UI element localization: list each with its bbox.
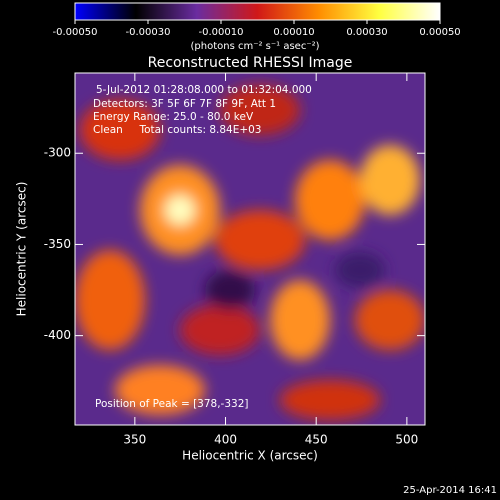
chart-title: Reconstructed RHESSI Image <box>148 55 353 71</box>
x-tick-label: 350 <box>123 433 146 447</box>
colorbar <box>74 2 441 21</box>
annotation: Clean Total counts: 8.84E+03 <box>93 124 262 136</box>
x-tick-label: 450 <box>305 433 328 447</box>
image <box>75 73 425 425</box>
annotation: 5-Jul-2012 01:28:08.000 to 01:32:04.000 <box>96 84 312 96</box>
annotation: Energy Range: 25.0 - 80.0 keV <box>93 111 254 123</box>
colorbar-tick-label: -0.00030 <box>126 27 171 38</box>
y-tick-label: -400 <box>44 328 71 342</box>
annotation: Detectors: 3F 5F 6F 7F 8F 9F, Att 1 <box>93 98 276 110</box>
colorbar-label: (photons cm⁻² s⁻¹ asec⁻²) <box>190 41 319 52</box>
x-axis-label: Heliocentric X (arcsec) <box>182 449 318 463</box>
colorbar-tick-label: -0.00010 <box>199 27 244 38</box>
y-axis-label: Heliocentric Y (arcsec) <box>15 182 29 317</box>
plot-frame <box>74 72 426 426</box>
y-tick-label: -350 <box>44 237 71 251</box>
colorbar-tick-label: 0.00030 <box>346 27 387 38</box>
colorbar-tick-label: -0.00050 <box>53 27 98 38</box>
footer: 25-Apr-2014 16:41 <box>403 485 497 496</box>
colorbar-tick-label: 0.00050 <box>419 27 460 38</box>
peak-label: Position of Peak = [378,-332] <box>95 398 249 410</box>
x-tick-label: 500 <box>395 433 418 447</box>
colorbar-tick-label: 0.00010 <box>273 27 314 38</box>
x-tick-label: 400 <box>214 433 237 447</box>
y-tick-label: -300 <box>44 146 71 160</box>
